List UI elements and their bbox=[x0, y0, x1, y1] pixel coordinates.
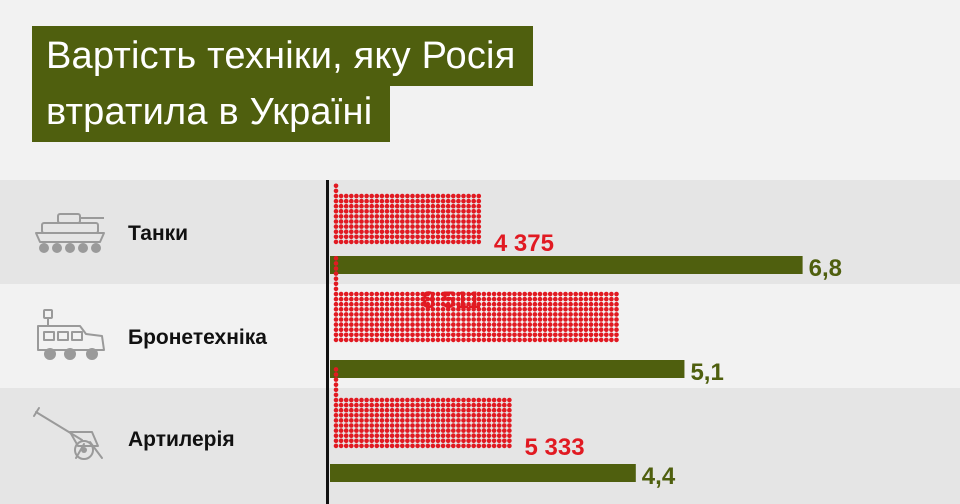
count-dots-1 bbox=[333, 255, 619, 343]
category-label-armor: Бронетехніка bbox=[128, 326, 267, 349]
chart-title-line-1: Вартість техніки, яку Росія bbox=[32, 26, 534, 86]
cost-label-1: 5,1 bbox=[690, 359, 723, 386]
artillery-icon bbox=[33, 407, 103, 460]
tank-icon bbox=[35, 213, 105, 253]
axis-line bbox=[326, 180, 329, 504]
count-label-0: 4 375 bbox=[494, 230, 554, 257]
count-dots-0 bbox=[333, 183, 482, 245]
armored-vehicle-icon bbox=[37, 309, 105, 360]
count-dots-2 bbox=[333, 367, 512, 449]
cost-label-0: 6,8 bbox=[809, 255, 842, 282]
category-label-tanks: Танки bbox=[128, 222, 189, 245]
category-label-artillery: Артилерія bbox=[128, 428, 235, 451]
cost-label-2: 4,4 bbox=[642, 463, 676, 490]
cost-bar-1 bbox=[330, 360, 685, 378]
chart-title-line-2: втратила в Україні bbox=[32, 82, 391, 142]
count-label-2: 5 333 bbox=[525, 434, 585, 461]
cost-bar-0 bbox=[330, 256, 803, 274]
count-label-1: 8 511 bbox=[422, 287, 481, 314]
cost-bar-2 bbox=[330, 464, 636, 482]
